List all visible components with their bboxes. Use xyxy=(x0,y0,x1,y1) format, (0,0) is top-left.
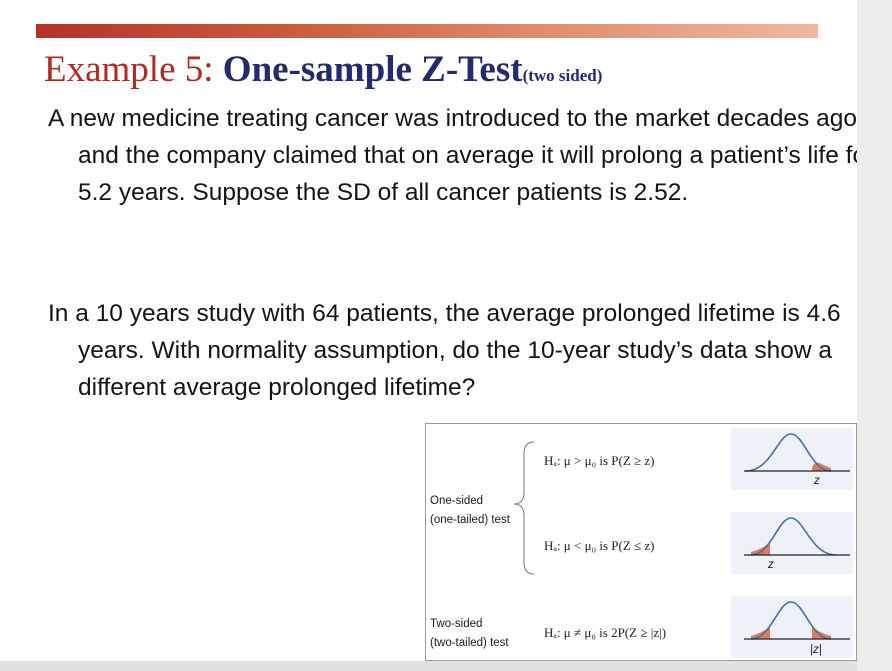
curve-panel-1 xyxy=(731,428,853,490)
one-sided-label-2: (one-tailed) test xyxy=(430,514,511,526)
window-bottom-gutter xyxy=(0,661,857,671)
hypothesis-table-svg: One-sided (one-tailed) test Two-sided (t… xyxy=(430,428,853,658)
hypothesis-table-figure: One-sided (one-tailed) test Two-sided (t… xyxy=(425,423,857,661)
normal-curve-left-tail-icon: z xyxy=(744,517,850,571)
one-sided-label-1: One-sided xyxy=(430,495,483,507)
slide-title: Example 5: One-sample Z-Test(two sided) xyxy=(44,42,602,104)
curve-panel-2 xyxy=(731,512,853,574)
normal-curve-right-tail-icon: z xyxy=(744,433,850,487)
title-prefix: Example 5: xyxy=(44,49,223,90)
title-bold: One-sample Z-Test xyxy=(222,49,523,90)
title-small: (two sided) xyxy=(522,66,603,85)
two-sided-label-1: Two-sided xyxy=(430,618,482,630)
hypothesis-less: Hₐ: μ < μ₀ is P(Z ≤ z) xyxy=(544,538,655,553)
problem-paragraph-2: In a 10 years study with 64 patients, th… xyxy=(48,300,841,401)
problem-paragraph-1: A new medicine treating cancer was intro… xyxy=(48,105,875,206)
slide: Example 5: One-sample Z-Test(two sided) … xyxy=(0,0,874,661)
window-right-gutter xyxy=(857,0,892,671)
hypothesis-not-equal: Hₐ: μ ≠ μ₀ is 2P(Z ≥ |z|) xyxy=(544,625,666,640)
axis-label-3: |z| xyxy=(810,644,822,656)
brace-icon xyxy=(513,441,535,575)
two-sided-label-2: (two-tailed) test xyxy=(430,637,509,649)
axis-label-2: z xyxy=(767,559,774,571)
normal-curve-two-tail-icon: |z| xyxy=(744,601,850,656)
axis-label-1: z xyxy=(813,475,820,487)
curve-panel-3 xyxy=(731,596,853,658)
title-accent-bar xyxy=(36,24,818,38)
hypothesis-greater: Hₐ: μ > μ₀ is P(Z ≥ z) xyxy=(544,453,655,468)
